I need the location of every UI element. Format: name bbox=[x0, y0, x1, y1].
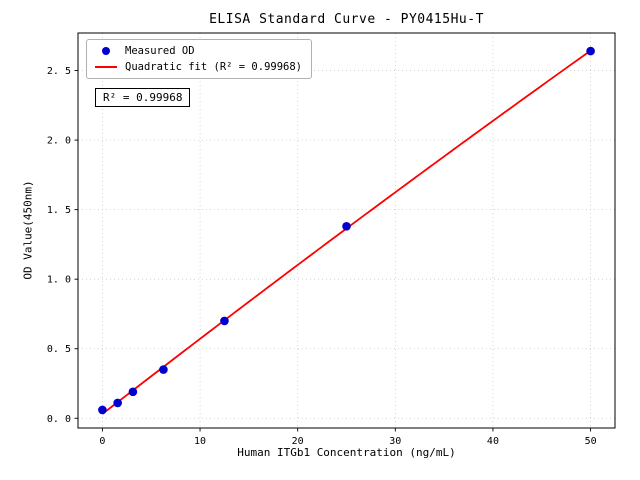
svg-text:0. 0: 0. 0 bbox=[47, 414, 71, 425]
tick-labels: 0 10 20 30 40 50 0. 0 0. 5 1. 0 1. 5 2. 0 2. 5 bbox=[47, 66, 597, 447]
legend: Measured OD Quadratic fit (R² = 0.99968) bbox=[86, 39, 313, 79]
legend-entry-fit: Quadratic fit (R² = 0.99968) bbox=[94, 61, 302, 73]
data-point bbox=[586, 46, 595, 56]
svg-text:1. 5: 1. 5 bbox=[47, 205, 71, 216]
x-axis-label: Human ITGb1 Concentration (ng/mL) bbox=[237, 446, 456, 459]
svg-text:20: 20 bbox=[292, 436, 304, 447]
legend-label-measured: Measured OD bbox=[125, 45, 195, 57]
data-point bbox=[113, 398, 122, 408]
svg-text:10: 10 bbox=[194, 436, 206, 447]
svg-text:0: 0 bbox=[99, 436, 105, 447]
svg-text:2. 5: 2. 5 bbox=[47, 66, 71, 77]
data-point bbox=[159, 365, 168, 374]
data-point bbox=[98, 405, 107, 415]
chart-title: ELISA Standard Curve - PY0415Hu-T bbox=[209, 12, 484, 27]
data-point bbox=[128, 387, 138, 397]
grid bbox=[78, 33, 615, 428]
svg-text:50: 50 bbox=[585, 436, 597, 447]
legend-label-fit: Quadratic fit (R² = 0.99968) bbox=[125, 61, 303, 73]
data-point bbox=[342, 222, 351, 231]
r-squared-annotation: R² = 0.99968 bbox=[95, 88, 191, 107]
legend-entry-measured: Measured OD bbox=[94, 45, 302, 57]
measured-od-marker-icon bbox=[102, 47, 110, 55]
fit-line-marker-icon bbox=[95, 66, 117, 68]
svg-text:40: 40 bbox=[487, 436, 499, 447]
data-point bbox=[220, 316, 229, 326]
svg-text:0. 5: 0. 5 bbox=[47, 344, 71, 355]
svg-text:30: 30 bbox=[389, 436, 401, 447]
axes-frame bbox=[77, 32, 616, 429]
svg-text:2. 0: 2. 0 bbox=[47, 136, 71, 147]
measured-points bbox=[98, 46, 595, 415]
svg-text:1. 0: 1. 0 bbox=[47, 275, 71, 286]
y-axis-label: OD Value(450nm) bbox=[21, 180, 35, 280]
